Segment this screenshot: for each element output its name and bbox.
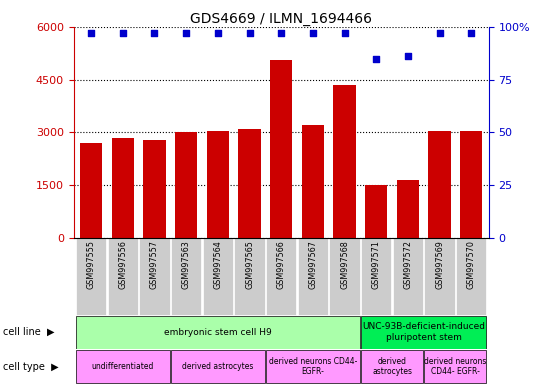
Point	[87, 30, 96, 36]
Bar	[456, 238, 486, 315]
Text: cell line  ▶: cell line ▶	[3, 327, 54, 337]
Point	[340, 30, 349, 36]
Bar	[270, 60, 292, 238]
Point	[277, 30, 286, 36]
Bar	[108, 238, 138, 315]
Bar	[175, 132, 197, 238]
Point	[118, 30, 127, 36]
Bar	[361, 316, 486, 349]
Text: GSM997572: GSM997572	[403, 240, 412, 290]
Text: UNC-93B-deficient-induced
pluripotent stem: UNC-93B-deficient-induced pluripotent st…	[362, 323, 485, 342]
Bar	[171, 238, 201, 315]
Bar	[397, 180, 419, 238]
Bar	[266, 238, 296, 315]
Bar	[361, 350, 423, 383]
Bar	[234, 238, 265, 315]
Point	[435, 30, 444, 36]
Point	[150, 30, 159, 36]
Text: GSM997555: GSM997555	[87, 240, 96, 290]
Bar	[329, 238, 360, 315]
Text: derived neurons
CD44- EGFR-: derived neurons CD44- EGFR-	[424, 357, 486, 376]
Text: GSM997564: GSM997564	[213, 240, 222, 289]
Text: derived astrocytes: derived astrocytes	[182, 362, 253, 371]
Text: cell type  ▶: cell type ▶	[3, 362, 58, 372]
Bar	[207, 131, 229, 238]
Title: GDS4669 / ILMN_1694466: GDS4669 / ILMN_1694466	[190, 12, 372, 26]
Bar	[429, 131, 450, 238]
Text: GSM997563: GSM997563	[182, 240, 191, 289]
Bar	[239, 129, 260, 238]
Bar	[203, 238, 233, 315]
Point	[467, 30, 476, 36]
Point	[182, 30, 191, 36]
Bar	[266, 350, 360, 383]
Bar	[76, 316, 360, 349]
Bar	[139, 238, 170, 315]
Text: GSM997565: GSM997565	[245, 240, 254, 289]
Bar	[302, 126, 324, 238]
Bar	[393, 238, 423, 315]
Text: GSM997557: GSM997557	[150, 240, 159, 290]
Text: GSM997566: GSM997566	[277, 240, 286, 289]
Bar	[424, 238, 455, 315]
Bar	[460, 131, 482, 238]
Bar	[365, 185, 387, 238]
Text: GSM997556: GSM997556	[118, 240, 127, 289]
Bar	[144, 139, 165, 238]
Point	[372, 56, 381, 62]
Text: derived
astrocytes: derived astrocytes	[372, 357, 412, 376]
Point	[403, 53, 412, 60]
Text: GSM997570: GSM997570	[467, 240, 476, 289]
Bar	[361, 238, 391, 315]
Point	[213, 30, 222, 36]
Text: GSM997568: GSM997568	[340, 240, 349, 289]
Bar	[76, 350, 170, 383]
Text: GSM997571: GSM997571	[372, 240, 381, 289]
Bar	[171, 350, 265, 383]
Bar	[424, 350, 486, 383]
Bar	[112, 138, 134, 238]
Bar	[80, 143, 102, 238]
Text: derived neurons CD44-
EGFR-: derived neurons CD44- EGFR-	[269, 357, 357, 376]
Bar	[334, 85, 355, 238]
Text: GSM997567: GSM997567	[308, 240, 317, 289]
Bar	[298, 238, 328, 315]
Text: embryonic stem cell H9: embryonic stem cell H9	[164, 328, 272, 337]
Text: GSM997569: GSM997569	[435, 240, 444, 289]
Text: undifferentiated: undifferentiated	[92, 362, 154, 371]
Bar	[76, 238, 106, 315]
Point	[245, 30, 254, 36]
Point	[308, 30, 317, 36]
